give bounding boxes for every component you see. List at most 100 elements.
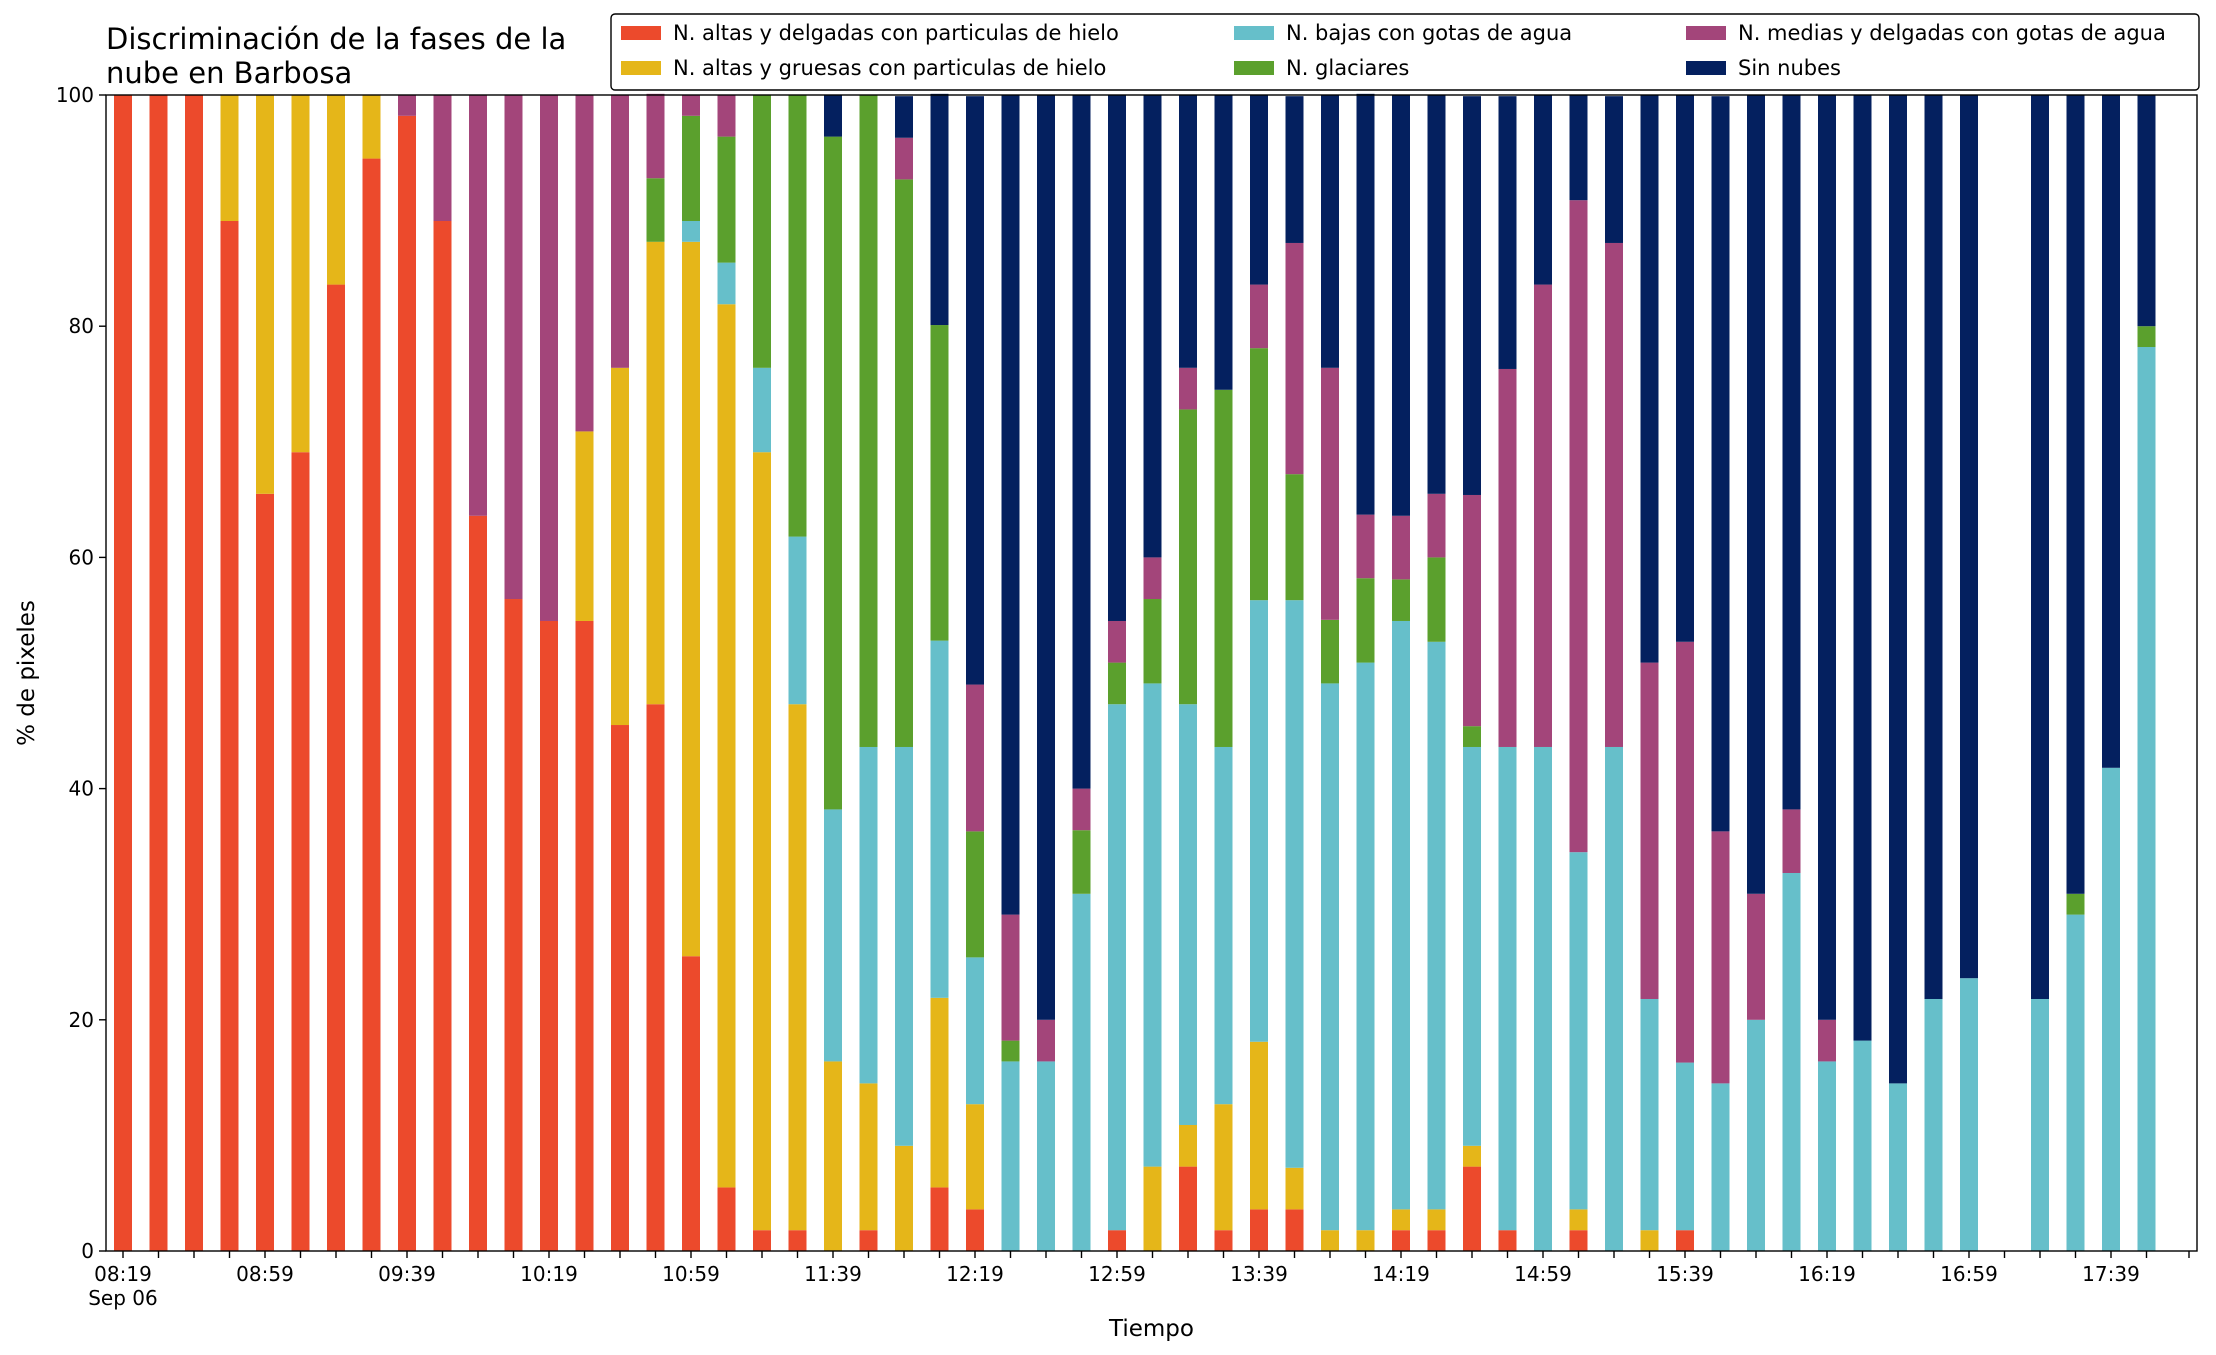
bar-segment [1179,409,1197,705]
bar-segment [788,704,807,1231]
bar-segment [1356,578,1375,663]
bar-segment [2102,95,2120,768]
bar-segment [2031,95,2049,999]
bar-segment [2102,767,2120,1251]
x-tick-label: 10:19 [520,1262,578,1286]
bar-segment [682,115,700,222]
legend-label: N. altas y delgadas con particulas de hi… [673,21,1119,45]
bar-segment [682,221,700,242]
y-tick-label: 60 [69,545,94,569]
x-tick-label: 15:39 [1656,1262,1714,1286]
bar-segment [646,178,665,242]
bar-segment [1392,579,1410,621]
bar-segment [1463,1166,1481,1251]
bar-segment [1321,683,1339,1231]
bar-segment [1392,1209,1410,1231]
bar-segment [185,95,203,1251]
bar-segment [1924,95,1943,999]
x-sublabel: Sep 06 [88,1286,158,1310]
bar-segment [824,809,842,1062]
legend-swatch [1686,26,1726,40]
x-tick-label: 10:59 [662,1262,720,1286]
bar-segment [1676,95,1694,642]
bar-segment [1818,1019,1836,1062]
bar-segment [1143,683,1162,1167]
bar-segment [1640,662,1659,999]
legend-swatch [1234,61,1274,75]
bar-segment [1214,1230,1233,1251]
bar-segment [1569,95,1588,201]
bar-segment [1818,95,1836,1020]
bar-segment [256,95,274,494]
bar-segment [682,956,700,1251]
bar-segment [1747,1019,1765,1251]
bar-segment [1214,95,1233,390]
bar-segment [2066,95,2085,894]
bar-segment [1924,998,1943,1251]
bar-segment [1463,1145,1481,1167]
bar-segment [433,95,452,222]
bar-segment [362,158,381,1252]
bar-segment [1001,914,1020,1041]
bar-segment [1569,1209,1588,1231]
bar-segment [1427,1209,1446,1231]
y-tick-label: 0 [81,1239,94,1263]
bar-segment [2066,893,2085,915]
legend-swatch [621,26,661,40]
bar-segment [1498,368,1517,747]
legend-swatch [1686,61,1726,75]
bar-segment [1569,852,1588,1210]
bar-segment [895,96,913,138]
bar-segment [2066,914,2085,1251]
legend: N. altas y delgadas con particulas de hi… [610,13,2200,91]
bar-segment [575,620,594,1251]
bar-segment [1356,1230,1375,1251]
bar-segment [256,493,274,1251]
bar-segment [824,1061,842,1251]
bar-segment [1605,96,1623,243]
bar-segment [1285,1167,1304,1210]
bar-segment [1250,1209,1268,1251]
bar-segment [1392,620,1410,1210]
bar-segment [753,95,771,368]
bar-segment [1356,514,1375,579]
legend-swatch [621,61,661,75]
bar-segment [114,95,132,1251]
chart-title: Discriminación de la fases de la nube en… [106,22,567,90]
bar-segment [1072,788,1091,831]
y-tick-label: 100 [56,83,94,107]
bar-segment [1427,641,1446,1210]
bar-segment [753,367,771,453]
bar-segment [1711,96,1730,832]
bar-segment [1179,1124,1197,1167]
x-tick-label: 14:19 [1372,1262,1430,1286]
x-axis-label: Tiempo [1108,1316,1194,1342]
bar-segment [859,1230,878,1251]
bar-segment [575,95,594,432]
bar-segment [220,221,239,1251]
bar-segment [1321,1230,1339,1251]
bar-segment [1534,284,1552,747]
bar-segment [1037,95,1055,1020]
bar-segment [895,746,913,1146]
bar-segment [717,304,736,1188]
bar-segment [717,262,736,305]
bar-segment [1463,726,1481,747]
bar-segment [1285,600,1304,1168]
plot-frame [105,94,2198,1252]
bar-segment [646,93,665,179]
bar-segment [1179,704,1197,1125]
bar-segment [646,241,665,705]
bar-segment [1427,493,1446,558]
bar-segment [717,95,736,137]
bar-segment [966,831,984,958]
bar-segment [682,95,700,116]
bar-segment [1250,600,1268,1042]
bar-segment [1108,1230,1126,1251]
bar-segment [327,284,345,1252]
bar-segment [291,452,310,1252]
bar-segment [1889,1083,1907,1251]
bar-segment [1463,494,1481,727]
bar-segment [1392,1230,1410,1251]
bar-segment [1747,95,1765,894]
